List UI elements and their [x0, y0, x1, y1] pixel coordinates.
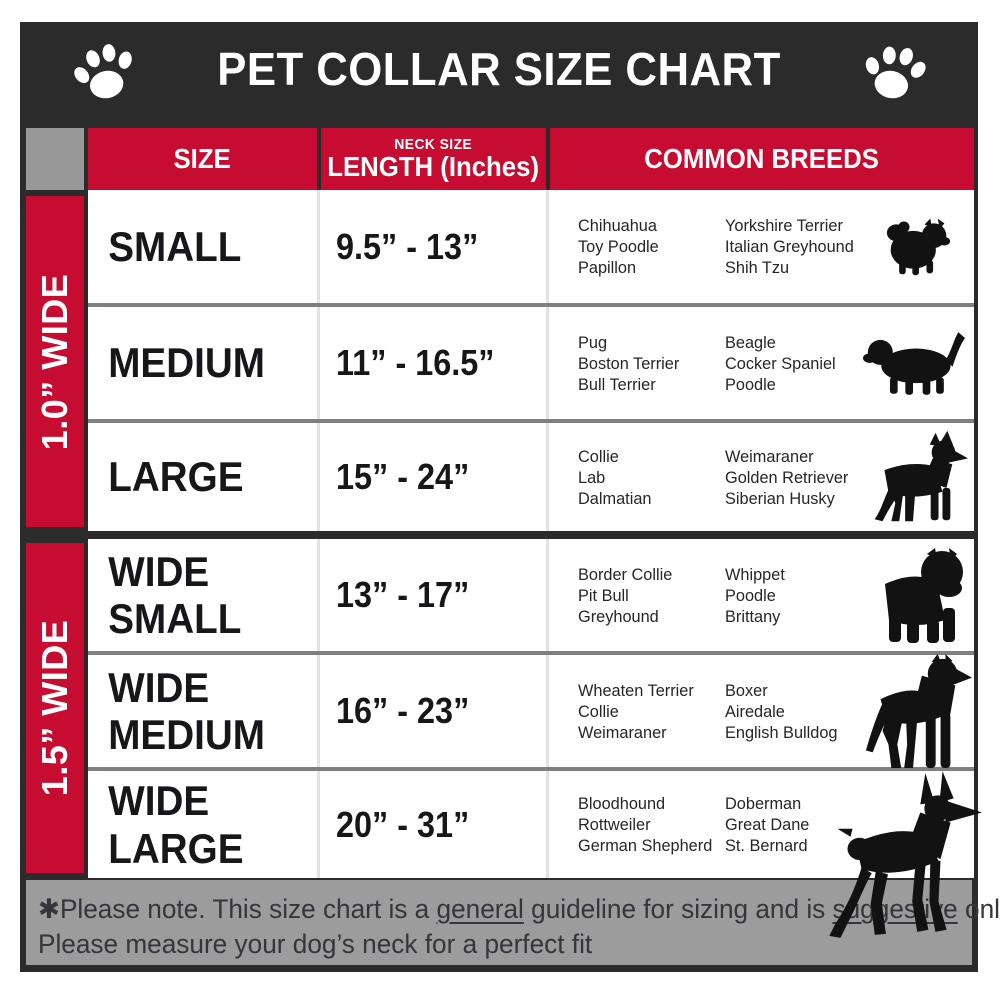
breeds-column-b: Yorkshire Terrier Italian Greyhound Shih… [725, 216, 854, 277]
row-size-label: MEDIUM [108, 339, 265, 387]
row-neck-length-value: 20” - 31” [336, 803, 470, 845]
column-header-neck-size-label: NECK SIZE [394, 135, 473, 153]
breeds-column-a: Wheaten Terrier Collie Weimaraner [578, 680, 694, 742]
footer-note: ✱Please note. This size chart is a gener… [20, 880, 1000, 972]
column-header-common-breeds: COMMON BREEDS [550, 128, 974, 190]
row-divider [88, 767, 974, 771]
breeds-column-a: Border Collie Pit Bull Greyhound [578, 564, 673, 626]
row-size-label: WIDE MEDIUM [108, 663, 265, 758]
table-row-wide-medium: WIDE MEDIUM 16” - 23” Wheaten Terrier Co… [88, 654, 974, 769]
collar-width-rail-1-inch: 1.0” WIDE [26, 196, 84, 527]
row-divider [88, 419, 974, 423]
table-row-small: SMALL 9.5” - 13” Chihuahua Toy Poodle Pa… [88, 190, 974, 303]
bulldog-silhouette-icon [885, 548, 963, 643]
paw-print-icon [74, 44, 132, 99]
column-header-size-label: SIZE [173, 143, 232, 174]
paw-print-icon [865, 46, 926, 99]
collar-width-rail-1-5-inch: 1.5” WIDE [26, 543, 84, 873]
collar-width-label: 1.5” WIDE [34, 619, 75, 797]
beagle-silhouette-icon [863, 332, 965, 395]
row-size-label: WIDE SMALL [108, 547, 242, 642]
row-neck-length-value: 9.5” - 13” [336, 225, 479, 267]
breeds-column-b: Boxer Airedale English Bulldog [725, 680, 838, 742]
table-row-large: LARGE 15” - 24” Collie Lab Dalmatian Wei… [88, 423, 974, 531]
row-size-label: LARGE [108, 453, 244, 501]
table-row-wide-large: WIDE LARGE 20” - 31” Bloodhound Rottweil… [88, 771, 982, 938]
row-size-label: WIDE LARGE [108, 777, 244, 872]
breeds-column-a: Pug Boston Terrier Bull Terrier [578, 332, 680, 394]
column-header-breeds-label: COMMON BREEDS [644, 143, 880, 174]
breeds-column-a: Bloodhound Rottweiler German Shepherd [578, 794, 713, 855]
collar-width-label: 1.0” WIDE [34, 273, 75, 450]
header-corner-cell [26, 128, 84, 190]
underlined-word: general [436, 894, 524, 924]
row-neck-length-value: 16” - 23” [336, 690, 470, 731]
german-shepherd-silhouette-icon [874, 430, 969, 522]
pit-bull-silhouette-icon [865, 654, 973, 769]
row-divider [88, 303, 974, 307]
breeds-column-b: Whippet Poodle Brittany [725, 564, 785, 626]
breeds-column-b: Weimaraner Golden Retriever Siberian Hus… [725, 446, 849, 508]
breeds-column-a: Chihuahua Toy Poodle Papillon [578, 216, 659, 277]
section-divider [26, 531, 974, 539]
shih-tzu-silhouette-icon [886, 218, 951, 276]
row-neck-length-value: 11” - 16.5” [336, 342, 495, 383]
page-title: PET COLLAR SIZE CHART [217, 42, 781, 95]
doberman-silhouette-icon [829, 771, 982, 938]
column-header-length-label: LENGTH (Inches) [327, 150, 540, 182]
row-divider [88, 651, 974, 655]
footer-note-line-1: ✱Please note. This size chart is a gener… [38, 894, 1000, 924]
row-neck-length-value: 15” - 24” [336, 456, 470, 497]
table-row-medium: MEDIUM 11” - 16.5” Pug Boston Terrier Bu… [88, 307, 974, 419]
row-size-label: SMALL [108, 222, 242, 270]
table-row-wide-small: WIDE SMALL 13” - 17” Border Collie Pit B… [88, 539, 974, 651]
footer-note-line-2: Please measure your dog’s neck for a per… [38, 929, 593, 959]
breeds-column-b: Beagle Cocker Spaniel Poodle [725, 332, 836, 394]
size-chart-table: SIZE NECK SIZE LENGTH (Inches) COMMON BR… [20, 118, 982, 938]
breeds-column-a: Collie Lab Dalmatian [578, 446, 652, 508]
title-bar: PET COLLAR SIZE CHART [20, 22, 978, 118]
row-neck-length-value: 13” - 17” [336, 574, 470, 615]
column-header-size: SIZE [88, 128, 317, 190]
column-header-neck-length: NECK SIZE LENGTH (Inches) [321, 128, 546, 190]
breeds-column-b: Doberman Great Dane St. Bernard [725, 794, 810, 855]
